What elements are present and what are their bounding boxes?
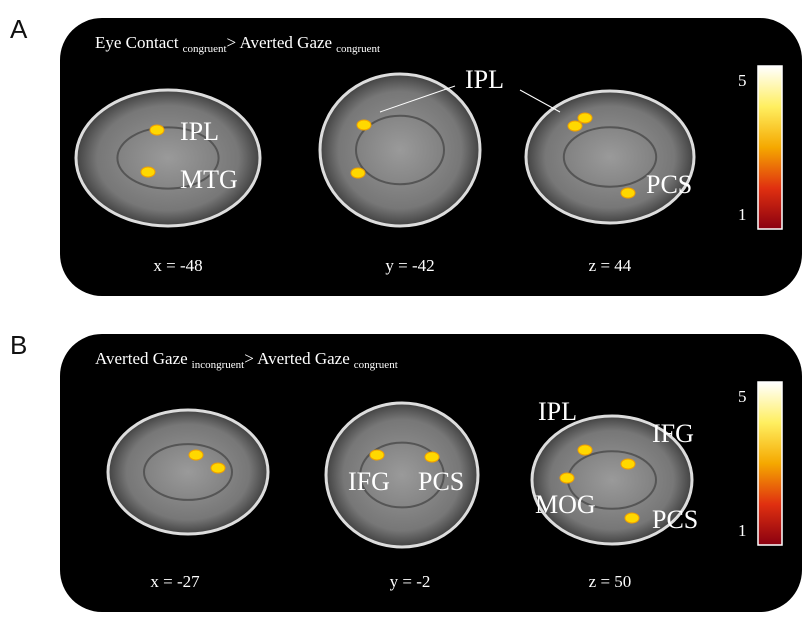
panel-title: Eye Contact congruent> Averted Gaze congru…	[95, 33, 380, 55]
title-part: Eye Contact	[95, 33, 179, 52]
slice-coordinate: x = -48	[153, 256, 202, 275]
activation-blob	[149, 124, 165, 136]
brain-inner	[355, 114, 445, 186]
title-part: > Averted Gaze	[244, 349, 350, 368]
region-label: IPL	[538, 397, 577, 426]
brain-slice	[324, 401, 480, 549]
brain-slice	[318, 72, 482, 228]
title-part: congruent	[336, 43, 380, 55]
panel-letter: B	[10, 330, 27, 360]
region-label: PCS	[652, 505, 698, 534]
activation-blob	[624, 512, 640, 524]
region-label: IFG	[348, 467, 390, 496]
region-label: IPL	[180, 117, 219, 146]
colorbar-max: 5	[738, 387, 747, 406]
colorbar-max: 5	[738, 71, 747, 90]
brain-inner	[562, 126, 658, 188]
activation-blob	[620, 187, 636, 199]
slice-coordinate: y = -2	[390, 572, 431, 591]
brain-inner	[116, 126, 220, 190]
panels: A Eye Contact congruent> Averted Gaze congr…	[10, 14, 802, 612]
brain-inner	[143, 443, 233, 501]
slice-coordinate: z = 44	[589, 256, 632, 275]
region-label: MOG	[535, 490, 596, 519]
region-label: IPL	[465, 65, 504, 94]
colorbar-min: 1	[738, 205, 747, 224]
title-part: congruent	[183, 43, 227, 55]
activation-blob	[577, 112, 593, 124]
panel-letter: A	[10, 14, 28, 44]
brain-slice	[524, 89, 696, 225]
panel: A Eye Contact congruent> Averted Gaze congr…	[10, 14, 802, 296]
colorbar	[757, 65, 783, 230]
activation-blob	[369, 449, 385, 461]
brain-slice	[106, 408, 270, 536]
activation-blob	[559, 472, 575, 484]
slice-coordinate: y = -42	[385, 256, 434, 275]
brain-slice	[530, 414, 694, 546]
region-label: PCS	[646, 170, 692, 199]
activation-blob	[188, 449, 204, 461]
activation-blob	[210, 462, 226, 474]
title-part: Averted Gaze	[95, 349, 188, 368]
activation-blob	[620, 458, 636, 470]
colorbar-min: 1	[738, 521, 747, 540]
region-label: MTG	[180, 165, 238, 194]
activation-blob	[350, 167, 366, 179]
activation-blob	[356, 119, 372, 131]
panel: B Averted Gaze incongruent> Averted Gaze co…	[10, 330, 802, 612]
title-part: congruent	[354, 359, 398, 371]
brain-slice	[74, 88, 262, 228]
colorbar	[757, 381, 783, 546]
label-pointer	[379, 85, 456, 113]
title-part: > Averted Gaze	[227, 33, 333, 52]
label-pointer	[519, 89, 561, 113]
panel-title: Averted Gaze incongruent> Averted Gaze con…	[95, 349, 398, 371]
title-part: incongruent	[192, 359, 245, 371]
slice-coordinate: x = -27	[150, 572, 200, 591]
activation-blob	[567, 120, 583, 132]
activation-blob	[424, 451, 440, 463]
activation-blob	[577, 444, 593, 456]
slice-coordinate: z = 50	[589, 572, 632, 591]
region-label: PCS	[418, 467, 464, 496]
activation-blob	[140, 166, 156, 178]
brain-inner	[359, 441, 445, 509]
region-label: IFG	[652, 419, 694, 448]
